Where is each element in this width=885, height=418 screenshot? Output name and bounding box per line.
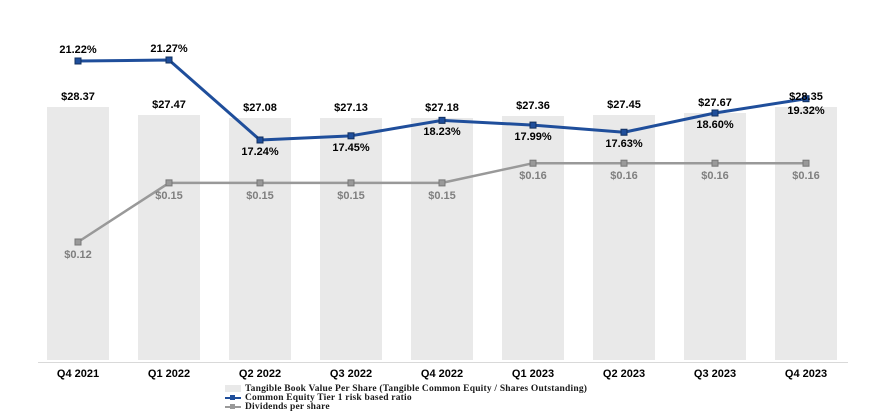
cet1-line-marker-icon: [711, 109, 719, 117]
dividend-value-label: $0.16: [701, 170, 729, 183]
x-axis-line: [38, 362, 848, 363]
x-axis-label: Q4 2021: [56, 368, 100, 380]
dividend-value-label: $0.16: [519, 170, 547, 183]
bar-value-label: $27.67: [698, 97, 732, 110]
tbv-bar: [502, 115, 564, 360]
bar-value-label: $27.18: [425, 101, 459, 114]
dividends-line-marker-icon: [165, 179, 173, 187]
tbv-bar: [593, 115, 655, 360]
dividend-value-label: $0.15: [246, 189, 274, 202]
cet1-value-label: 18.23%: [423, 126, 461, 139]
dividend-value-label: $0.16: [792, 170, 820, 183]
cet1-value-label: 17.99%: [514, 131, 552, 144]
bar-value-label: $28.35: [789, 91, 823, 104]
dividends-line-marker-icon: [529, 159, 537, 167]
x-axis-label: Q2 2022: [238, 368, 282, 380]
bar-value-label: $27.45: [607, 99, 641, 112]
legend-label: Common Equity Tier 1 risk based ratio: [245, 392, 412, 403]
cet1-line-marker-icon: [802, 95, 810, 103]
cet1-value-label: 17.24%: [241, 145, 279, 158]
legend: Tangible Book Value Per Share (Tangible …: [225, 383, 588, 412]
bar-value-label: $27.47: [152, 98, 186, 111]
cet1-value-label: 21.22%: [59, 43, 97, 56]
tbv-bar: [138, 114, 200, 360]
dividends-line-marker-icon: [711, 159, 719, 167]
tbv-bar: [411, 117, 473, 360]
cet1-line-marker-icon: [529, 121, 537, 129]
cet1-line-marker-icon: [438, 116, 446, 124]
cet1-value-label: 18.60%: [696, 118, 734, 131]
cet1-value-label: 17.45%: [332, 141, 370, 154]
bar-value-label: $27.36: [516, 99, 550, 112]
dividends-swatch-icon: [225, 403, 241, 409]
x-axis-label: Q4 2022: [420, 368, 464, 380]
tbv-bar: [775, 107, 837, 360]
legend-label: Tangible Book Value Per Share (Tangible …: [245, 383, 588, 394]
dividends-line-marker-icon: [620, 159, 628, 167]
x-axis-label: Q1 2023: [511, 368, 555, 380]
x-axis-label: Q4 2023: [784, 368, 828, 380]
dividend-value-label: $0.15: [337, 189, 365, 202]
tbv-bar: [229, 118, 291, 360]
cet1-value-label: 19.32%: [787, 104, 825, 117]
dividend-value-label: $0.12: [64, 249, 92, 261]
dividends-line-marker-icon: [256, 179, 264, 187]
tbv-bar: [320, 118, 382, 360]
x-axis-label: Q2 2023: [602, 368, 646, 380]
cet1-line-marker-icon: [165, 56, 173, 64]
bar-value-label: $27.13: [334, 102, 368, 114]
cet1-value-label: 17.63%: [605, 138, 643, 151]
dividend-value-label: $0.15: [155, 189, 183, 202]
dividend-value-label: $0.15: [428, 189, 456, 202]
tbv-swatch-icon: [225, 385, 241, 392]
cet1-value-label: 21.27%: [150, 43, 188, 55]
x-axis-label: Q1 2022: [147, 368, 191, 380]
cet1-line-marker-icon: [256, 136, 264, 144]
cet1-line-marker-icon: [74, 57, 82, 65]
legend-label: Dividends per share: [245, 401, 330, 412]
dividends-line-marker-icon: [438, 179, 446, 187]
x-axis-label: Q3 2023: [693, 368, 737, 380]
bar-value-label: $27.08: [243, 102, 277, 115]
cet1-swatch-icon: [225, 394, 241, 400]
dividends-line-marker-icon: [802, 159, 810, 167]
tbv-bar: [47, 106, 109, 360]
tbv-bar: [684, 113, 746, 360]
legend-item-cet1-ratio: Common Equity Tier 1 risk based ratio: [225, 392, 587, 403]
dividends-line-marker-icon: [347, 179, 355, 187]
legend-item-dividends: Dividends per share: [225, 401, 587, 412]
cet1-line-marker-icon: [347, 132, 355, 140]
bar-value-label: $28.37: [61, 90, 95, 103]
dividend-value-label: $0.16: [610, 170, 638, 183]
x-axis-label: Q3 2022: [329, 368, 373, 380]
cet1-line-marker-icon: [620, 128, 628, 136]
legend-item-tangible-book-value: Tangible Book Value Per Share (Tangible …: [225, 383, 588, 394]
dividends-line-marker-icon: [74, 238, 82, 246]
